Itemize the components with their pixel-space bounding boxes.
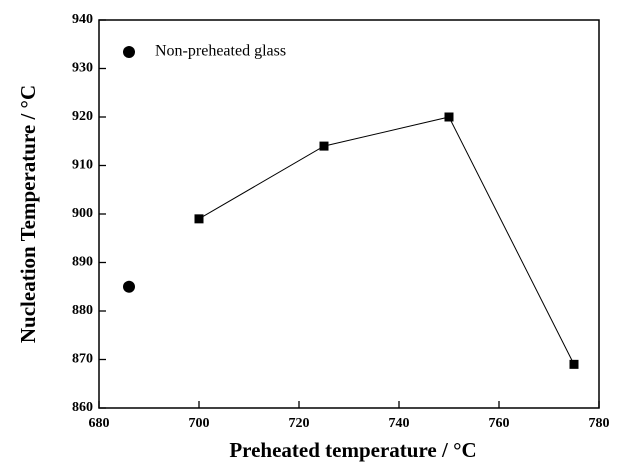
x-axis-label: Preheated temperature / °C xyxy=(229,438,476,462)
y-tick-label: 910 xyxy=(72,158,93,173)
y-tick-label: 860 xyxy=(72,400,93,415)
y-tick-label: 890 xyxy=(72,255,93,270)
y-tick-label: 880 xyxy=(72,303,93,318)
point xyxy=(319,141,329,151)
x-tick-label: 740 xyxy=(389,416,410,431)
point xyxy=(194,214,204,224)
x-tick-label: 760 xyxy=(489,416,510,431)
point xyxy=(569,359,579,369)
y-tick-label: 940 xyxy=(72,12,93,27)
y-axis-label: Nucleation Temperature / °C xyxy=(16,85,40,343)
x-tick-label: 700 xyxy=(189,416,210,431)
legend-marker xyxy=(123,46,135,58)
x-tick-label: 680 xyxy=(89,416,110,431)
x-tick-label: 720 xyxy=(289,416,310,431)
legend-label: Non-preheated glass xyxy=(155,43,286,60)
series-line xyxy=(198,116,575,365)
point xyxy=(444,112,454,122)
point xyxy=(123,280,135,293)
y-tick-label: 930 xyxy=(72,61,93,76)
y-tick-label: 900 xyxy=(72,206,93,221)
y-tick-label: 870 xyxy=(72,352,93,367)
y-tick-label: 920 xyxy=(72,109,93,124)
x-tick-label: 780 xyxy=(589,416,610,431)
plot-frame xyxy=(98,19,600,409)
